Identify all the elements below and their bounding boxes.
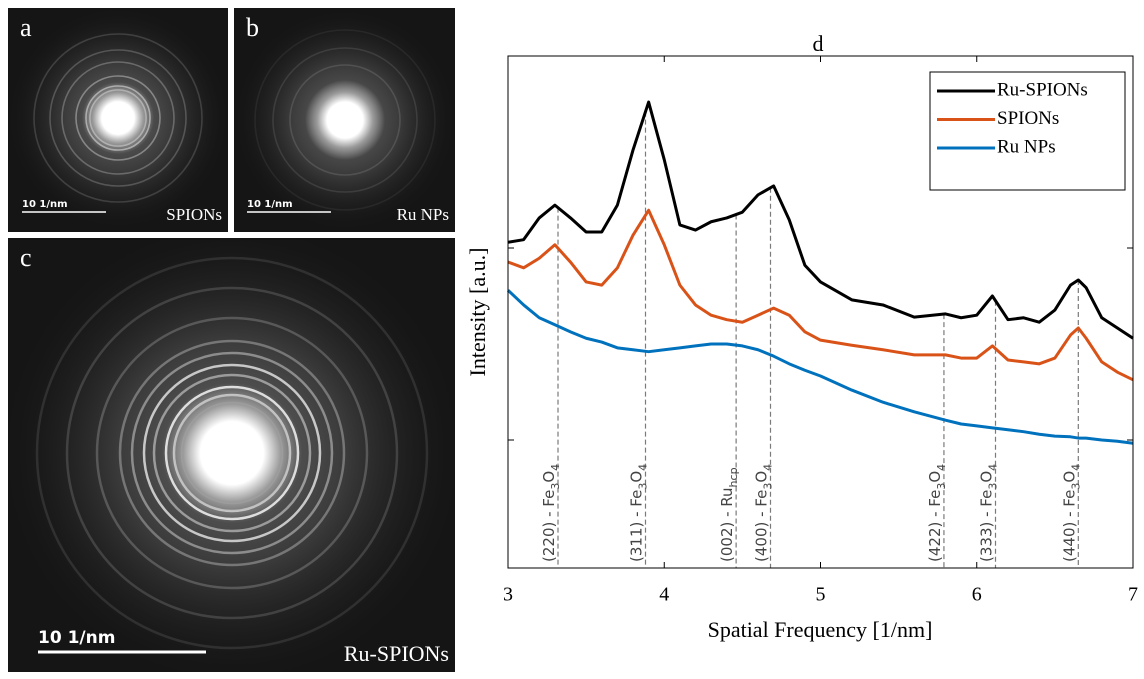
y-axis-label: Intensity [a.u.]: [465, 248, 490, 377]
x-tick-label: 5: [816, 584, 826, 606]
label-text: O: [925, 471, 943, 483]
diffraction-ring: [272, 47, 418, 193]
chart-title: d: [813, 31, 824, 56]
subscript: 3: [1069, 483, 1082, 490]
diffraction-image: [8, 238, 455, 672]
subscript: 3: [549, 483, 562, 490]
scale-bar-label: 10 1/nm: [247, 199, 293, 210]
scale-bar-label: 10 1/nm: [22, 199, 68, 210]
label-text: (220) - Fe: [540, 490, 558, 562]
diffraction-ring: [35, 256, 429, 650]
sample-name: SPIONs: [166, 205, 222, 224]
diffraction-ring: [254, 29, 436, 211]
scale-bar-label: 10 1/nm: [38, 628, 115, 648]
label-text: O: [977, 471, 995, 483]
reference-label: (440) - Fe3O4: [1060, 464, 1082, 562]
x-tick-label: 3: [503, 584, 513, 606]
subscript: 4: [986, 464, 999, 471]
diffraction-ring: [95, 316, 369, 590]
x-tick-label: 4: [659, 584, 669, 606]
diffraction-image: [234, 8, 455, 232]
diffraction-ring: [152, 373, 312, 533]
label-text: (440) - Fe: [1060, 490, 1078, 562]
label-text: O: [540, 471, 558, 483]
label-text: (311) - Fe: [627, 490, 645, 562]
subscript: 3: [636, 483, 649, 490]
subscript: hcp: [727, 467, 740, 487]
diffraction-ring: [118, 339, 346, 567]
data-line: [507, 100, 1134, 340]
subscript: 4: [934, 464, 947, 471]
legend-label: SPIONs: [997, 108, 1059, 129]
x-axis-label: Spatial Frequency [1/nm]: [708, 617, 933, 642]
x-tick-label: 6: [972, 584, 982, 606]
panel-label: a: [20, 13, 32, 42]
diffraction-ring: [75, 75, 161, 161]
diffraction-ring: [65, 286, 399, 620]
reference-label: (422) - Fe3O4: [925, 464, 947, 562]
diffraction-ring: [33, 33, 203, 203]
diffraction-ring: [49, 49, 187, 187]
panel-label: b: [246, 13, 259, 42]
label-text: (400) - Fe: [752, 490, 770, 562]
reference-label: (400) - Fe3O4: [752, 464, 774, 562]
diffraction-ring: [289, 64, 401, 176]
diffraction-image: [8, 8, 228, 232]
x-tick-label: 7: [1128, 584, 1138, 606]
diffraction-ring: [142, 363, 322, 543]
reference-label: (333) - Fe3O4: [977, 464, 999, 562]
label-text: O: [1060, 471, 1078, 483]
sample-name: Ru-SPIONs: [344, 641, 449, 666]
diffraction-ring: [130, 351, 334, 555]
label-text: (002) - Ru: [718, 487, 736, 562]
subscript: 4: [761, 464, 774, 471]
label-text: O: [627, 471, 645, 483]
panel-label: c: [20, 243, 32, 272]
subscript: 3: [986, 483, 999, 490]
subscript: 4: [549, 464, 562, 471]
subscript: 4: [636, 464, 649, 471]
data-line: [507, 208, 1134, 382]
data-line: [506, 289, 1134, 445]
legend-label: Ru-SPIONs: [997, 79, 1088, 100]
diffraction-ring: [61, 61, 175, 175]
reference-label: (220) - Fe3O4: [540, 464, 562, 562]
label-text: (422) - Fe: [925, 490, 943, 562]
reference-label: (002) - Ruhcp: [718, 467, 740, 562]
reference-label: (311) - Fe3O4: [627, 464, 649, 562]
subscript: 3: [761, 483, 774, 490]
label-text: O: [752, 471, 770, 483]
sample-name: Ru NPs: [397, 205, 449, 224]
subscript: 4: [1069, 464, 1082, 471]
legend-label: Ru NPs: [997, 136, 1056, 157]
central-spot: [82, 82, 154, 154]
central-spot: [305, 80, 385, 160]
label-text: (333) - Fe: [977, 490, 995, 562]
central-spot: [162, 383, 302, 523]
subscript: 3: [934, 483, 947, 490]
